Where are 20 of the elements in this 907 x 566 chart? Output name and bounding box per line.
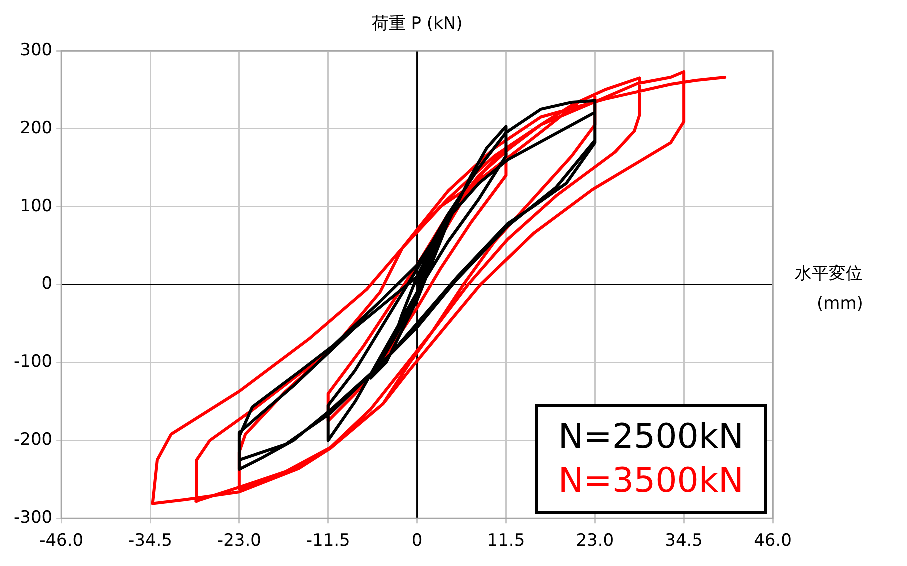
x-axis-title: 水平変位 (mm) — [795, 264, 864, 314]
y-tick-label: 300 — [20, 40, 53, 60]
text: N=2500kN — [558, 416, 744, 459]
y-tick-label: -200 — [14, 430, 53, 450]
x-tick-label: -11.5 — [306, 531, 350, 552]
y-tick-label: -100 — [14, 352, 53, 372]
text: N=3500kN — [558, 460, 744, 503]
x-tick-label: 34.5 — [665, 531, 703, 552]
y-tick-label: 100 — [20, 196, 53, 216]
x-tick-label: -46.0 — [40, 531, 84, 552]
y-tick-label: 0 — [42, 274, 53, 294]
x-tick-label: 46.0 — [754, 531, 792, 552]
x-tick-label: -23.0 — [217, 531, 262, 552]
y-tick-label: -300 — [14, 508, 53, 528]
x-tick-label: 23.0 — [576, 531, 614, 552]
y-axis-title: 荷重 P (kN) — [372, 14, 463, 34]
x-tick-label: 0 — [412, 531, 423, 552]
y-tick-label: 200 — [20, 118, 53, 138]
x-tick-label: 11.5 — [487, 531, 526, 552]
x-tick-label: -34.5 — [128, 531, 173, 552]
